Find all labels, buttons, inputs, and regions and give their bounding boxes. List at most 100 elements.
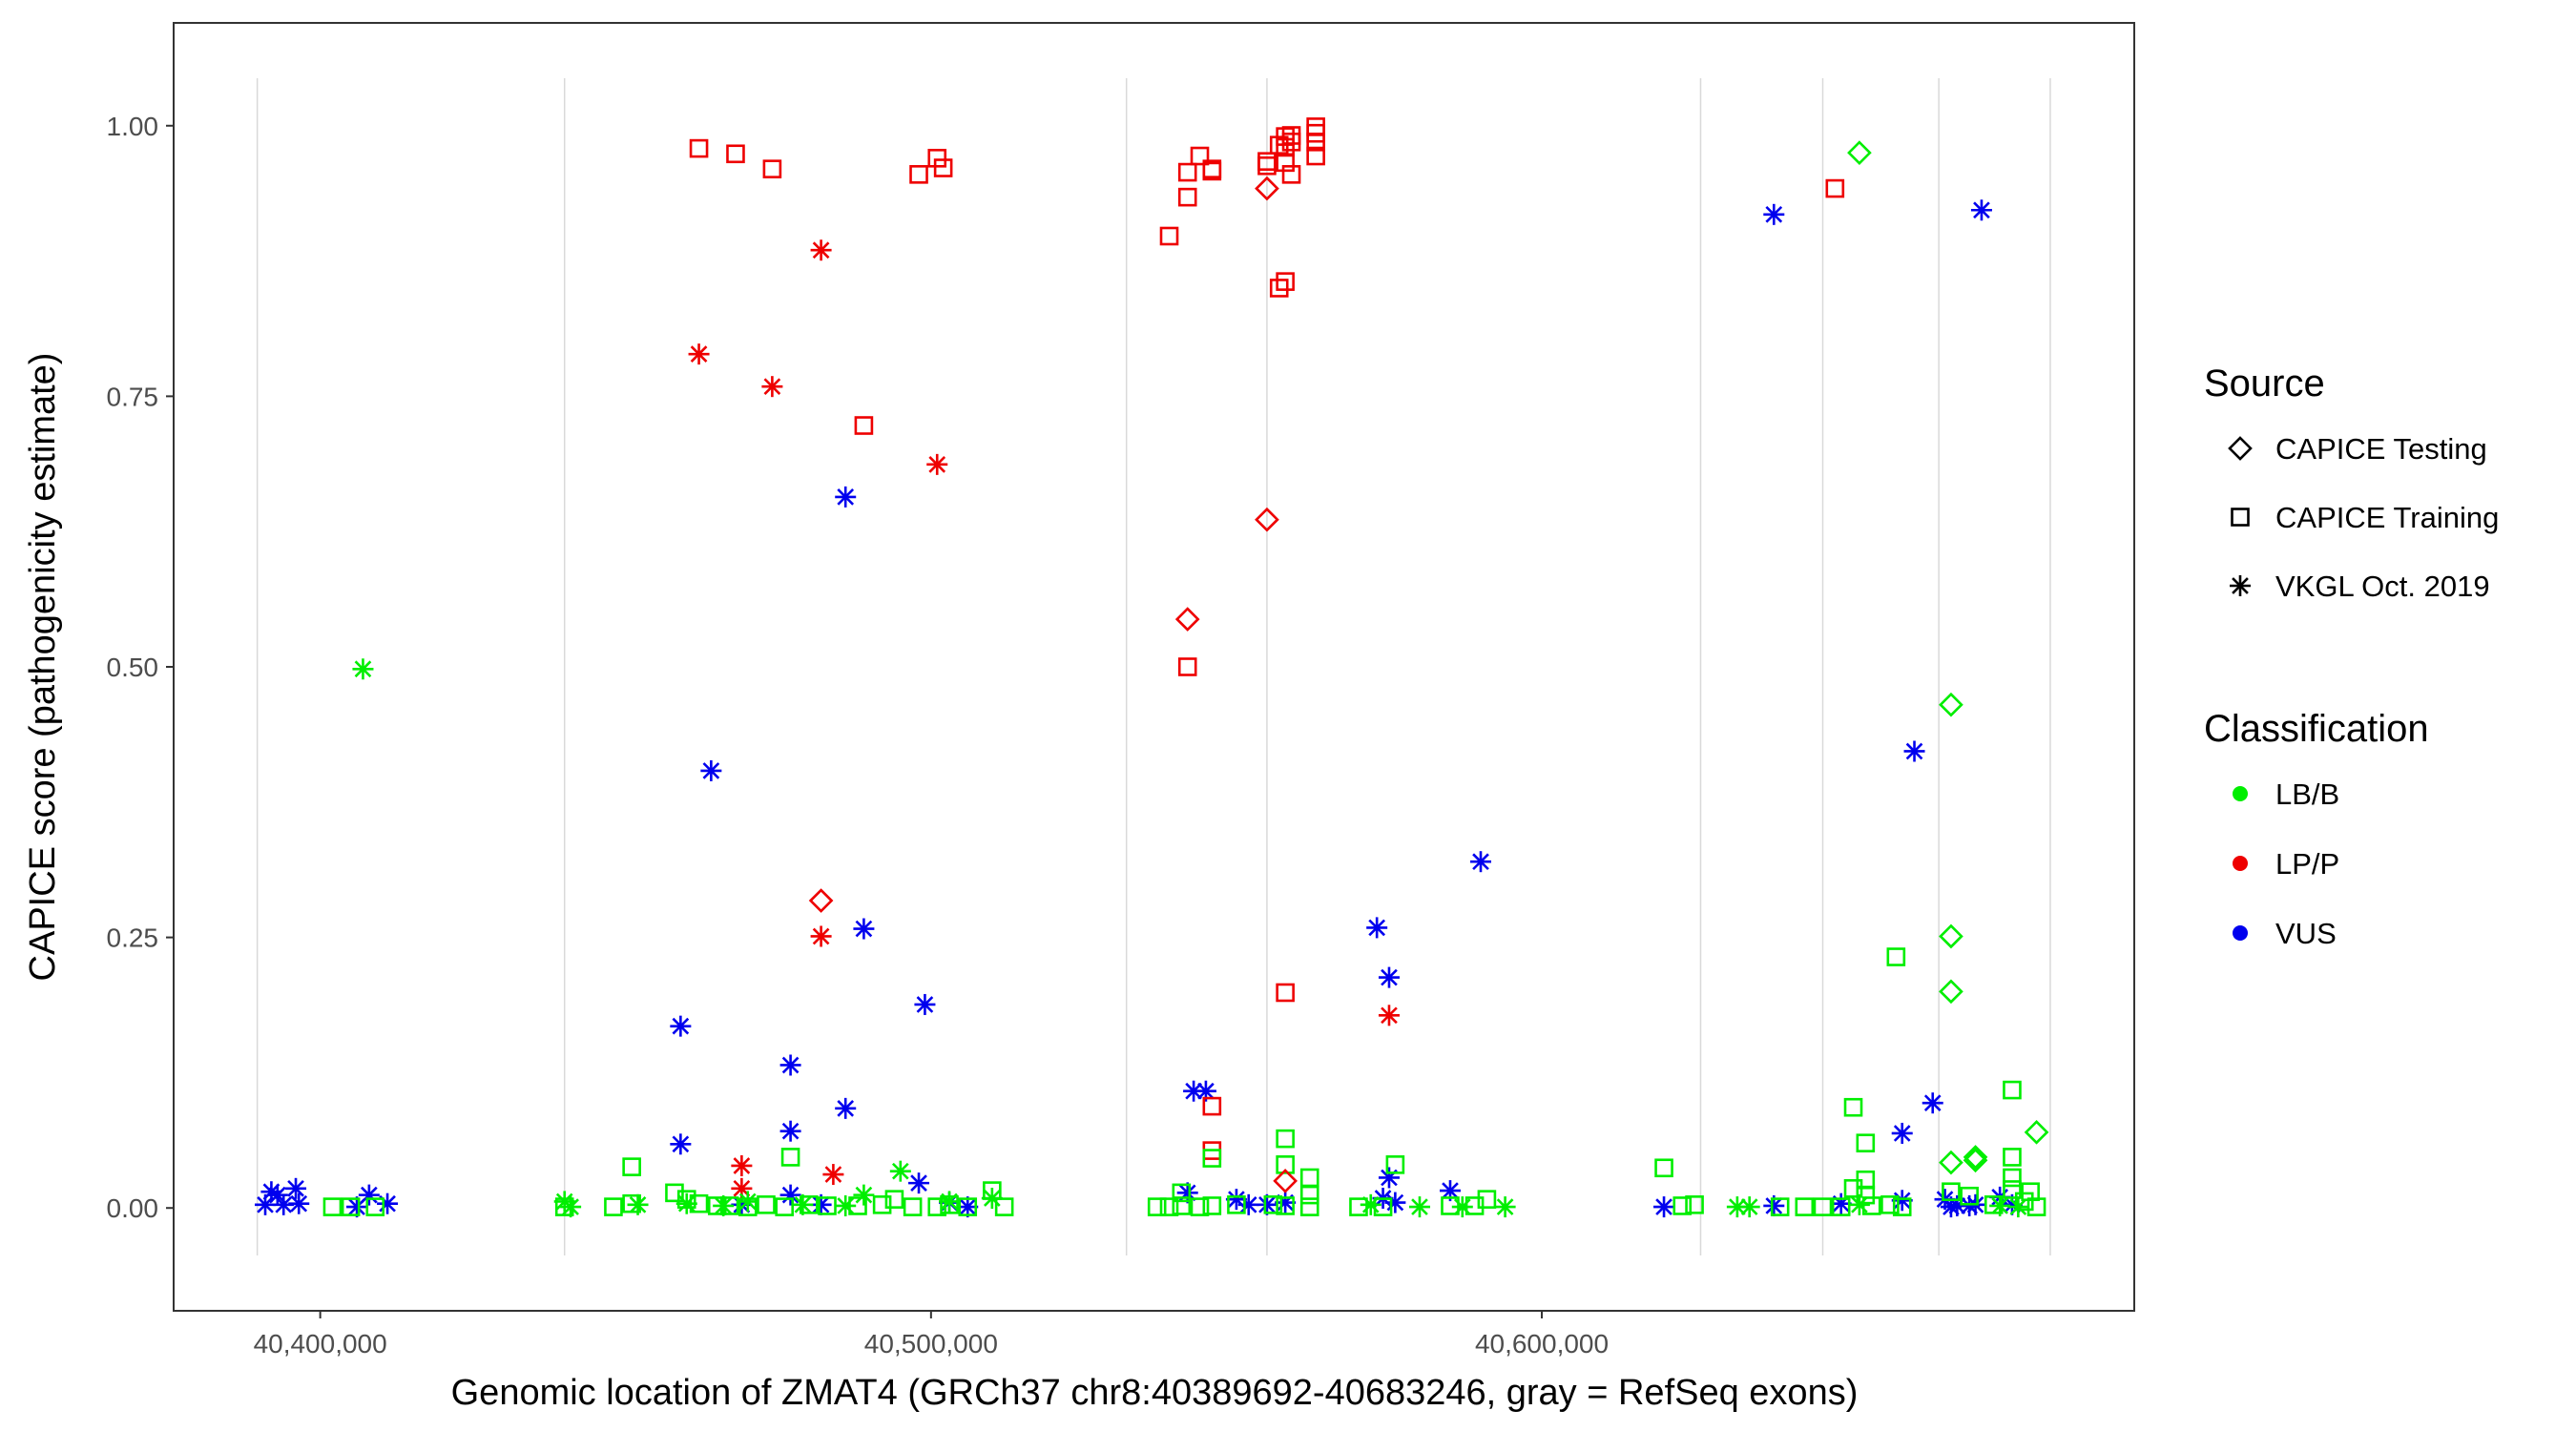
legend-asterisk-key (2230, 575, 2251, 596)
square-point (2003, 1180, 2022, 1199)
square-point (622, 1157, 641, 1176)
square-point (1202, 1149, 1222, 1168)
square-point (689, 1193, 709, 1213)
asterisk-point (1726, 1196, 1748, 1218)
square-point (1306, 132, 1325, 152)
square-point (1465, 1196, 1485, 1215)
asterisk-point (352, 658, 374, 680)
square-point (1373, 1197, 1393, 1216)
legend-source-item-vkgl: VKGL Oct. 2019 (2230, 570, 2490, 603)
asterisk-point (1378, 1167, 1400, 1189)
x-axis: 40,400,000 40,500,000 40,600,000 (254, 1311, 1609, 1358)
asterisk-point (2007, 1196, 2029, 1218)
square-point (1281, 132, 1301, 152)
y-axis-title: CAPICE score (pathogenicity estimate) (23, 353, 63, 982)
asterisk-point (1195, 1080, 1216, 1102)
asterisk-point (835, 1097, 857, 1119)
data-points (255, 117, 2049, 1218)
asterisk-point (670, 1133, 692, 1155)
asterisk-point (1408, 1196, 1430, 1218)
square-point (1795, 1197, 1815, 1216)
square-point (707, 1196, 727, 1215)
square-point (665, 1183, 684, 1203)
square-point (1813, 1197, 1833, 1216)
diamond-point (2024, 1119, 2049, 1145)
square-point (1276, 1155, 1295, 1174)
asterisk-point (926, 453, 948, 475)
square-point (1299, 1185, 1319, 1205)
asterisk-point (1378, 1005, 1400, 1027)
asterisk-point (731, 1154, 753, 1176)
legend-source-label-vkgl: VKGL Oct. 2019 (2275, 570, 2490, 603)
asterisk-point (1970, 199, 1992, 221)
asterisk-point (853, 1184, 875, 1206)
square-point (762, 159, 782, 178)
square-point (1880, 1195, 1900, 1214)
asterisk-point (908, 1172, 930, 1194)
square-point (1177, 162, 1197, 182)
square-point (726, 144, 745, 164)
square-point (1276, 1129, 1295, 1149)
legend-source-label-testing: CAPICE Testing (2275, 432, 2487, 466)
asterisk-point (779, 1054, 801, 1076)
legend-class-label-lpp: LP/P (2275, 847, 2339, 881)
square-point (1257, 156, 1277, 176)
square-point (1202, 1196, 1222, 1215)
square-point (1984, 1195, 2004, 1214)
square-point (1843, 1097, 1863, 1117)
square-point (2026, 1197, 2046, 1216)
square-point (1147, 1197, 1167, 1216)
legend-classification-title: Classification (2204, 708, 2429, 750)
diamond-point (1273, 1169, 1298, 1193)
square-point (1263, 1195, 1283, 1214)
legend-diamond-marker (2228, 436, 2253, 461)
square-point (1856, 1133, 1876, 1152)
square-point (365, 1197, 385, 1216)
square-point (1856, 1185, 1876, 1205)
square-point (1477, 1190, 1497, 1209)
asterisk-point (1891, 1122, 1913, 1144)
asterisk-point (377, 1192, 399, 1214)
square-point (1441, 1196, 1460, 1215)
y-tick-label: 0.75 (107, 382, 159, 411)
legend-source-item-testing: CAPICE Testing (2228, 432, 2487, 466)
square-point (1825, 178, 1845, 198)
square-point (1202, 1096, 1222, 1116)
diamond-point (1939, 979, 1963, 1005)
asterisk-point (810, 239, 832, 261)
asterisk-point (1494, 1196, 1516, 1218)
square-point (2003, 1148, 2022, 1167)
asterisk-point (1763, 203, 1785, 225)
square-point (940, 1195, 959, 1214)
square-point (554, 1197, 574, 1216)
square-point (1190, 146, 1210, 166)
diamond-point (1255, 176, 1279, 201)
asterisk-point (1366, 917, 1388, 939)
square-point (1349, 1197, 1368, 1216)
diamond-point (1174, 607, 1200, 632)
square-point (689, 138, 709, 158)
legend-class-item-lbb: LB/B (2233, 778, 2339, 811)
diamond-point (1847, 140, 1872, 165)
asterisk-point (1470, 851, 1491, 873)
legend-diamond-key (2228, 436, 2253, 461)
square-point (1299, 1197, 1319, 1216)
asterisk-point (670, 1015, 692, 1037)
asterisk-point (273, 1193, 295, 1215)
y-tick-label: 0.25 (107, 923, 159, 953)
y-tick-label: 0.50 (107, 653, 159, 682)
square-point (1942, 1182, 1961, 1202)
square-point (1190, 1197, 1210, 1216)
x-tick-label: 40,400,000 (254, 1329, 387, 1358)
square-point (676, 1190, 696, 1209)
square-point (1385, 1155, 1405, 1174)
legend-class-label-vus: VUS (2275, 917, 2337, 950)
legend-source-title: Source (2204, 363, 2325, 404)
square-point (622, 1193, 641, 1213)
diamond-point (1939, 1150, 1963, 1175)
asterisk-point (1922, 1092, 1943, 1114)
legend-source-item-training: CAPICE Training (2231, 501, 2499, 534)
square-point (322, 1197, 343, 1216)
asterisk-point (1738, 1196, 1760, 1218)
